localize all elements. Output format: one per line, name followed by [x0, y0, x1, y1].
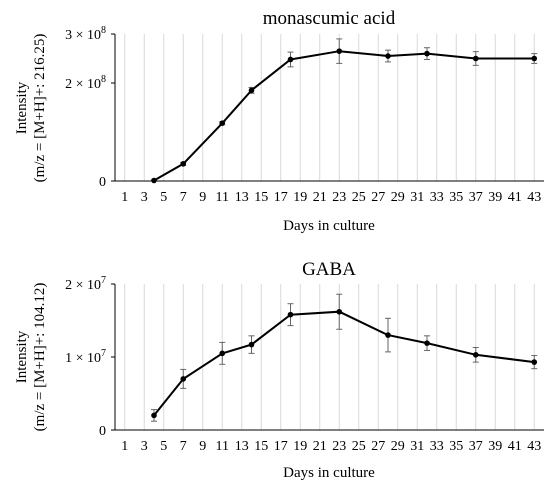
y-tick-label: 2 × 108	[65, 74, 106, 92]
plot-area: 1 3 5 7 9 11 13 15 17 19 21 23 25 27 29 31 33 35 37 39 41 430…	[65, 25, 544, 205]
data-point	[180, 376, 187, 382]
data-point	[151, 412, 157, 419]
data-point	[248, 87, 255, 94]
data-point	[531, 55, 538, 62]
data-point	[424, 50, 430, 57]
chart-title: GABA	[302, 259, 356, 280]
series-line	[153, 310, 535, 417]
data-point	[180, 161, 187, 167]
x-tick-label: 3	[141, 190, 148, 205]
y-tick-label: 0	[99, 424, 106, 439]
x-tick-label: 15	[254, 439, 268, 454]
x-tick-label: 1	[121, 190, 128, 205]
y-axis-label-line2: (m/z = [M+H]+: 216.25)	[32, 34, 48, 183]
x-axis-label: Days in culture	[283, 465, 375, 481]
chart-panel-monascumic-acid: monascumic acid 1 3 5 7 9 11 13 15 17 19 21 23 25 27 2…	[14, 8, 544, 234]
x-tick-label: 41	[508, 439, 522, 454]
data-point	[336, 308, 343, 315]
x-tick-label: 39	[488, 439, 502, 454]
chart-title: monascumic acid	[263, 8, 396, 29]
data-point	[287, 311, 294, 318]
data-point	[219, 350, 226, 357]
x-tick-label: 39	[488, 190, 502, 205]
x-tick-label: 31	[410, 190, 424, 205]
data-point	[151, 177, 157, 184]
x-tick-label: 29	[391, 439, 405, 454]
y-tick-label: 1 × 107	[65, 348, 106, 366]
x-tick-label: 5	[160, 190, 167, 205]
data-point	[248, 341, 255, 348]
y-axis-label: Intensity (m/z = [M+H]+: 104.12)	[14, 283, 48, 432]
x-tick-label: 23	[332, 190, 346, 205]
x-tick-label: 7	[180, 190, 187, 205]
x-tick-label: 15	[254, 190, 268, 205]
x-tick-label: 35	[449, 439, 463, 454]
y-axis-label-line1: Intensity	[14, 81, 30, 134]
y-axis-label-line1: Intensity	[14, 330, 30, 383]
data-point	[287, 56, 294, 63]
y-tick-label: 0	[99, 175, 106, 190]
x-tick-label: 19	[293, 190, 307, 205]
y-axis-label-line2: (m/z = [M+H]+: 104.12)	[32, 283, 48, 432]
x-tick-label: 11	[216, 190, 229, 205]
data-point	[385, 53, 391, 59]
x-tick-label: 21	[313, 190, 327, 205]
series-line	[153, 50, 535, 182]
data-point	[336, 48, 343, 54]
x-tick-label: 31	[410, 439, 424, 454]
x-tick-label: 7	[180, 439, 187, 454]
x-tick-label: 9	[199, 439, 206, 454]
x-tick-label: 13	[235, 439, 249, 454]
x-tick-label: 5	[160, 439, 167, 454]
y-axis-label: Intensity (m/z = [M+H]+: 216.25)	[14, 34, 48, 183]
x-tick-label: 37	[469, 190, 483, 205]
y-tick-label: 3 × 108	[65, 25, 106, 43]
x-tick-label: 27	[371, 190, 385, 205]
y-tick-label: 2 × 107	[65, 275, 106, 293]
x-tick-label: 33	[430, 439, 444, 454]
x-tick-label: 23	[332, 439, 346, 454]
data-point	[472, 55, 479, 62]
data-point	[385, 332, 391, 338]
x-tick-label: 17	[274, 190, 288, 205]
x-tick-label: 19	[293, 439, 307, 454]
x-tick-label: 43	[527, 439, 541, 454]
x-tick-label: 41	[508, 190, 522, 205]
x-tick-label: 29	[391, 190, 405, 205]
x-tick-label: 25	[352, 439, 366, 454]
data-point	[424, 340, 430, 346]
x-tick-label: 25	[352, 190, 366, 205]
x-tick-label: 3	[141, 439, 148, 454]
x-tick-label: 33	[430, 190, 444, 205]
data-point	[219, 120, 226, 126]
x-tick-label: 17	[274, 439, 288, 454]
x-tick-label: 11	[216, 439, 229, 454]
x-tick-label: 35	[449, 190, 463, 205]
x-tick-label: 43	[527, 190, 541, 205]
data-point	[472, 352, 479, 358]
x-tick-label: 21	[313, 439, 327, 454]
x-tick-label: 27	[371, 439, 385, 454]
x-tick-label: 37	[469, 439, 483, 454]
plot-area: 1 3 5 7 9 11 13 15 17 19 21 23 25 27 29 31 33 35 37 39 41 430…	[65, 275, 544, 454]
x-tick-label: 9	[199, 190, 206, 205]
x-axis-label: Days in culture	[283, 218, 375, 234]
data-point	[531, 359, 538, 365]
chart-panel-gaba: GABA 1 3 5 7 9 11 13 15 17 19 21 23 25 27 29 31 33 35 37 39…	[14, 259, 544, 481]
x-tick-label: 13	[235, 190, 249, 205]
x-tick-label: 1	[121, 439, 128, 454]
